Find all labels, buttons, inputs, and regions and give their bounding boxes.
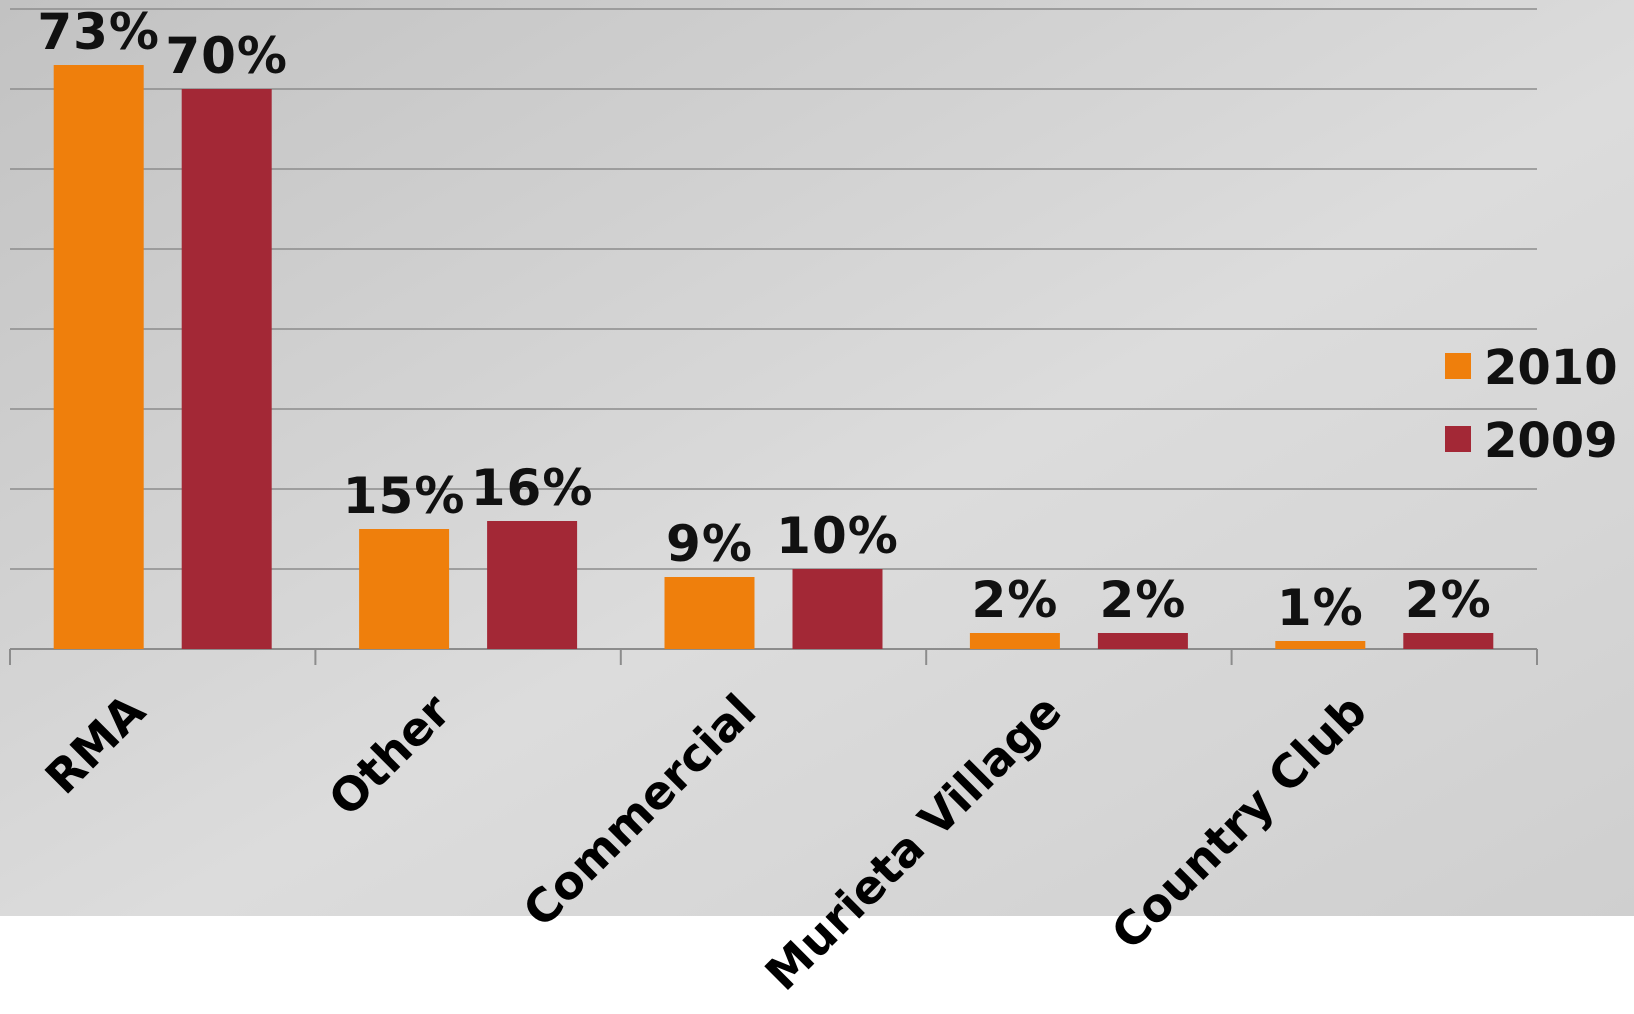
legend: 2010 2009 bbox=[1445, 340, 1618, 469]
legend-swatch-2010 bbox=[1445, 353, 1471, 379]
data-label: 70% bbox=[165, 27, 288, 85]
data-labels: 73% 70% 15% 16% 9% 10% 2% 2% 1% 2% bbox=[37, 3, 1492, 637]
legend-label: 2010 bbox=[1484, 340, 1618, 396]
data-label: 10% bbox=[776, 507, 899, 565]
legend-label: 2009 bbox=[1484, 413, 1618, 469]
bar-2010-rma bbox=[53, 65, 144, 649]
legend-swatch-2009 bbox=[1445, 426, 1471, 452]
bar-2009-murieta-village bbox=[1097, 633, 1188, 649]
data-label: 2% bbox=[1405, 571, 1492, 629]
bar-2009-commercial bbox=[792, 569, 883, 649]
data-label: 2% bbox=[1099, 571, 1186, 629]
data-label: 16% bbox=[471, 459, 594, 517]
data-label: 2% bbox=[971, 571, 1058, 629]
data-label: 9% bbox=[666, 515, 753, 573]
bar-2009-rma bbox=[181, 89, 272, 649]
data-label: 1% bbox=[1277, 579, 1364, 637]
chart-background bbox=[0, 0, 1634, 916]
bar-2010-other bbox=[359, 529, 450, 649]
bar-2010-commercial bbox=[664, 577, 755, 649]
data-label: 73% bbox=[37, 3, 160, 61]
bars bbox=[53, 65, 1494, 649]
bar-2010-murieta-village bbox=[969, 633, 1060, 649]
data-label: 15% bbox=[343, 467, 466, 525]
bar-2009-country-club bbox=[1403, 633, 1494, 649]
bar-2009-other bbox=[487, 521, 578, 649]
bar-2010-country-club bbox=[1275, 641, 1366, 649]
